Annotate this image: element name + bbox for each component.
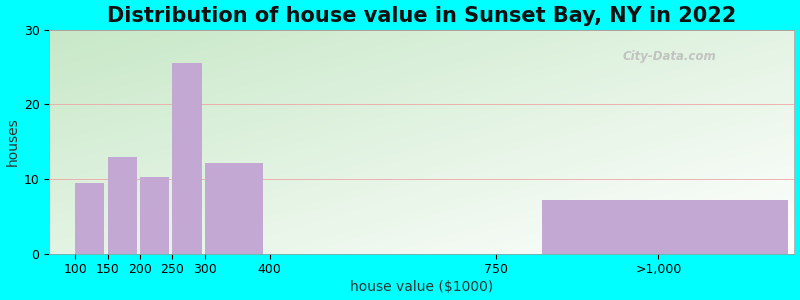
Bar [75, 183, 104, 254]
Title: Distribution of house value in Sunset Bay, NY in 2022: Distribution of house value in Sunset Ba… [107, 6, 737, 26]
X-axis label: house value ($1000): house value ($1000) [350, 280, 494, 294]
Bar [108, 157, 137, 254]
Bar [542, 200, 788, 254]
Text: City-Data.com: City-Data.com [623, 50, 717, 63]
Bar [140, 177, 169, 254]
Bar [205, 163, 263, 254]
Y-axis label: houses: houses [6, 117, 19, 166]
Bar [173, 63, 202, 254]
